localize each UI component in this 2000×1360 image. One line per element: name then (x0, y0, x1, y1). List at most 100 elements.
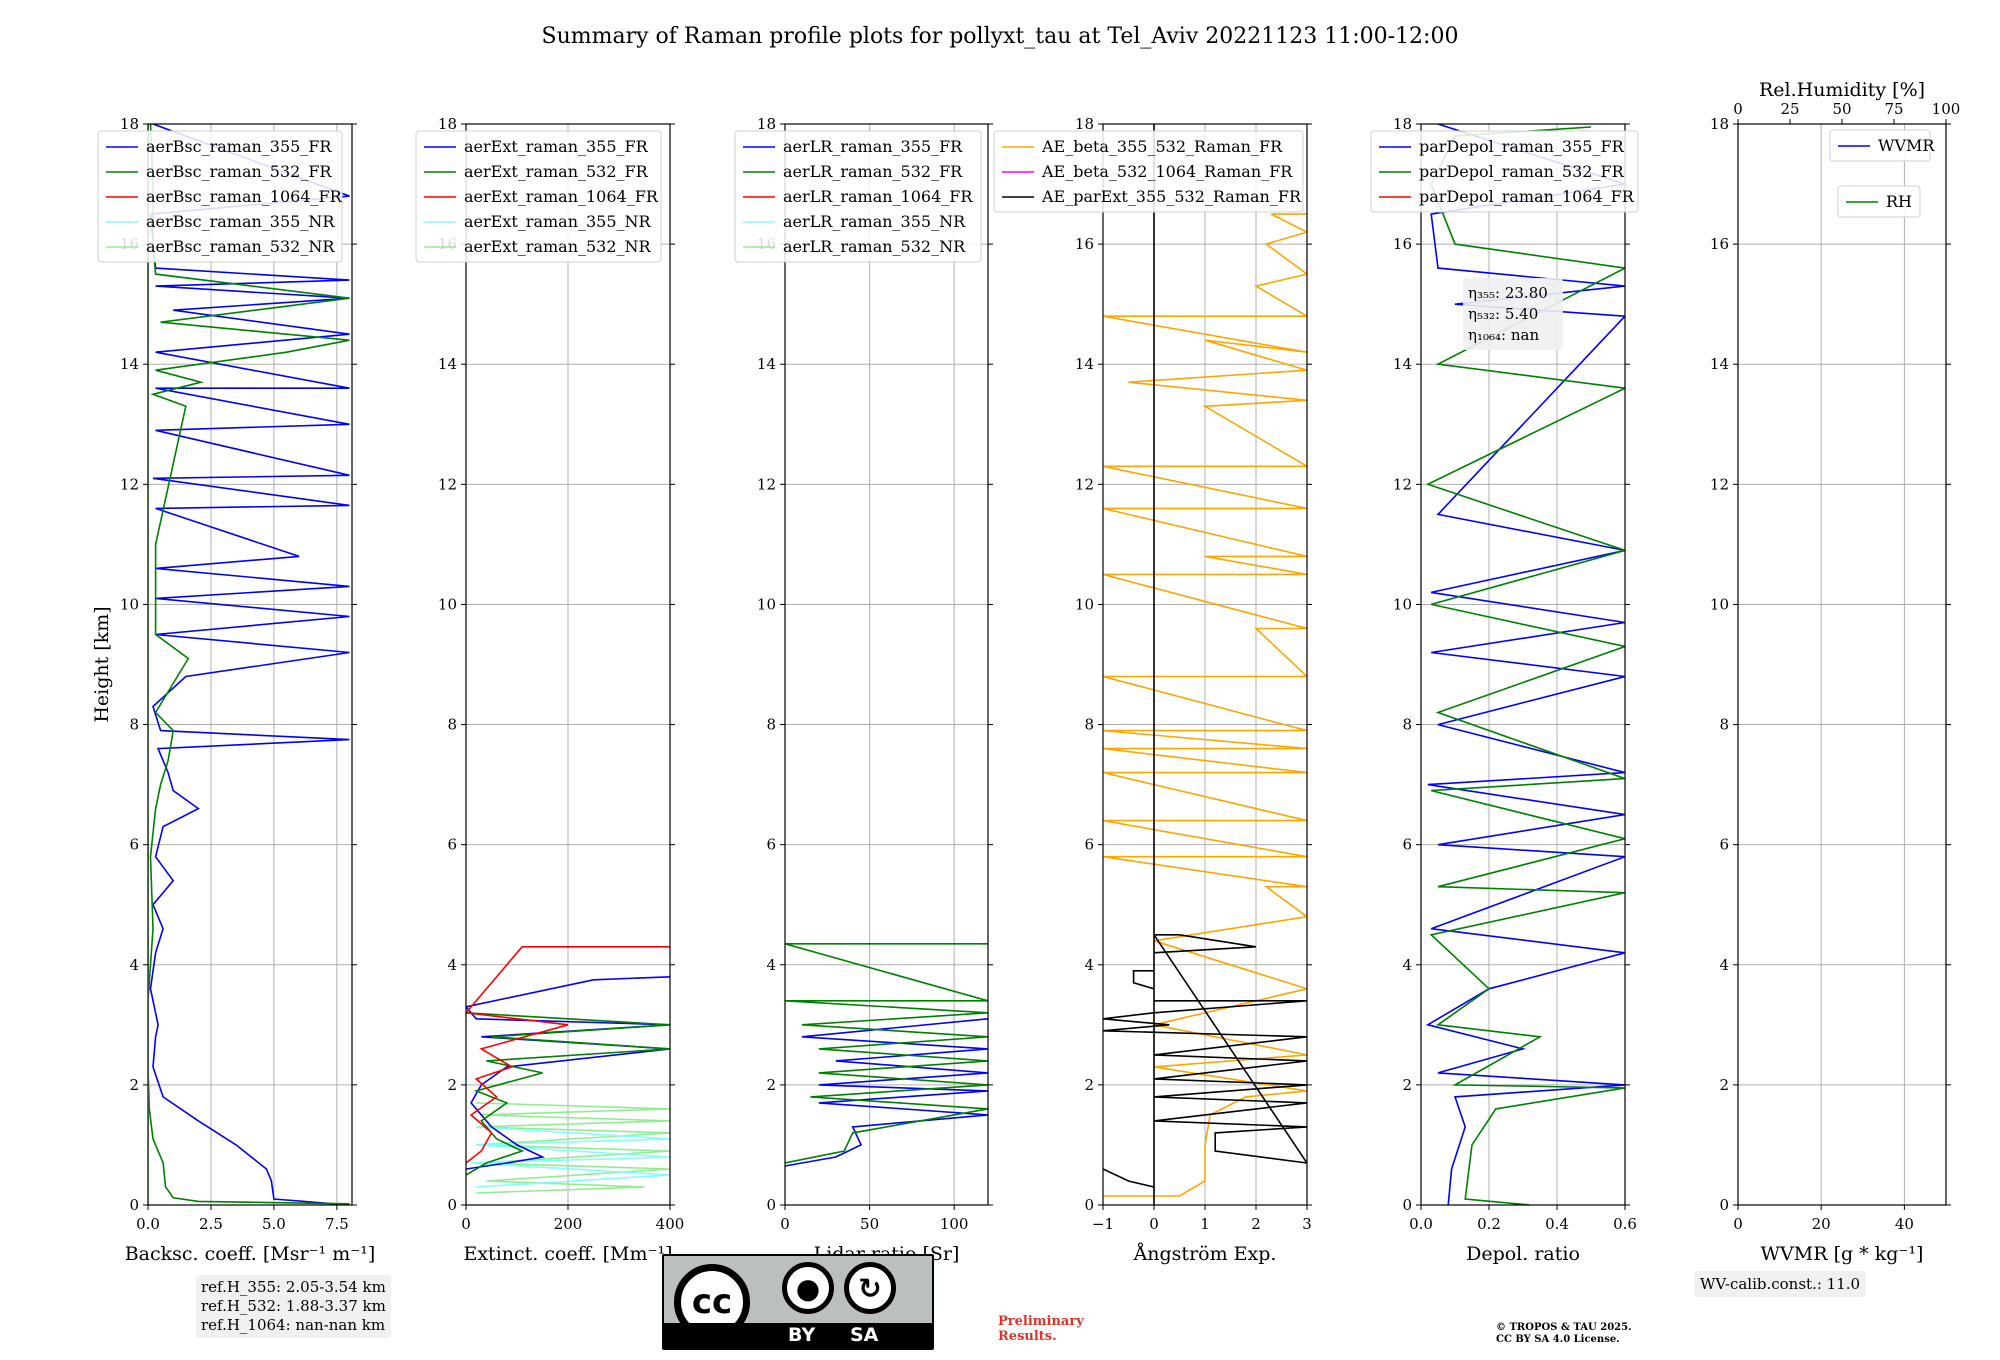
figure-title: Summary of Raman profile plots for polly… (542, 24, 1459, 49)
share-alike-icon: ↻ (844, 1262, 896, 1314)
x-tick-label: 40 (1895, 1215, 1914, 1233)
eta-box (1463, 278, 1563, 350)
y-tick-label: 10 (757, 595, 776, 613)
y-tick-label: 4 (129, 956, 139, 974)
y-tick-label: 18 (1393, 115, 1412, 133)
legend-entry: aerExt_raman_532_NR (464, 237, 652, 256)
copyright-line-2: CC BY SA 4.0 License. (1496, 1334, 1620, 1345)
preliminary-line-1: Preliminary (998, 1314, 1084, 1329)
y-tick-label: 2 (129, 1076, 139, 1094)
copyright-note: © TROPOS & TAU 2025. CC BY SA 4.0 Licens… (1496, 1322, 1632, 1346)
legend-entry: parDepol_raman_355_FR (1419, 137, 1625, 156)
x-tick-label: 2.5 (199, 1215, 223, 1233)
y-tick-label: 6 (129, 836, 139, 854)
y-tick-label: 8 (1084, 716, 1094, 734)
y-tick-label: 0 (447, 1196, 457, 1214)
axes-frame (1420, 123, 1626, 1206)
y-tick-label: 8 (766, 716, 776, 734)
panel-lidar_ratio: 024681012141618050100Lidar ratio [Sr]aer… (734, 115, 993, 1265)
y-tick-label: 18 (1075, 115, 1094, 133)
x-axis-label: Extinct. coeff. [Mm⁻¹] (463, 1243, 672, 1265)
y-tick-label: 4 (447, 956, 457, 974)
legend-extinction: aerExt_raman_355_FR aerExt_raman_532_FRae… (415, 130, 662, 263)
legend-entry: WVMR (1878, 136, 1935, 155)
y-tick-label: 6 (766, 836, 776, 854)
eta-annotations: η₃₅₅: 23.80 η₅₃₂: 5.40 η₁₀₆₄: nan (1463, 278, 1563, 350)
y-tick-label: 18 (757, 115, 776, 133)
y-tick-label: 12 (1075, 475, 1094, 493)
x-tick-label: 0.2 (1477, 1215, 1501, 1233)
y-tick-label: 14 (120, 355, 139, 373)
x-tick-label: 20 (1812, 1215, 1831, 1233)
legend-entry: aerLR_raman_1064_FR (783, 187, 973, 206)
x-tick-label: 50 (860, 1215, 879, 1233)
legend-entry: aerBsc_raman_532_NR (146, 237, 335, 256)
ref-height-1064: ref.H_1064: nan-nan km (201, 1316, 386, 1334)
y-tick-label: 2 (1402, 1076, 1412, 1094)
y-tick-label: 2 (1084, 1076, 1094, 1094)
legend-backscatter: aerBsc_raman_355_FR aerBsc_raman_532_FRae… (97, 130, 343, 263)
license-label-bar (664, 1323, 932, 1348)
y-tick-label: 0 (766, 1196, 776, 1214)
y-tick-label: 10 (1075, 595, 1094, 613)
series-AE_beta_355_532_Raman_FR (1103, 213, 1307, 1197)
x-tick-label: 5.0 (262, 1215, 286, 1233)
y-tick-label: 18 (120, 115, 139, 133)
sa-label: SA (850, 1324, 879, 1346)
x-tick-label: 0 (780, 1215, 790, 1233)
series-aerBsc_raman_532_FR (148, 124, 350, 1205)
legend-frame (734, 130, 982, 263)
axes-frame (784, 123, 989, 1206)
x-tick-label: 0 (1149, 1215, 1159, 1233)
y-tick-label: 14 (757, 355, 776, 373)
top-x-tick-label: 50 (1832, 100, 1851, 118)
series-aerExt_raman_532_FR (466, 1012, 670, 1176)
legend-frame (993, 130, 1304, 213)
legend-wvmr: WVMR (1829, 129, 1935, 162)
y-tick-label: 12 (438, 475, 457, 493)
y-tick-label: 2 (447, 1076, 457, 1094)
y-tick-label: 0 (129, 1196, 139, 1214)
top-x-tick-label: 0 (1733, 100, 1743, 118)
legend-frame (1837, 185, 1921, 218)
y-tick-label: 16 (1075, 235, 1094, 253)
series-group (148, 124, 350, 1205)
top-x-axis-label: Rel.Humidity [%] (1759, 79, 1925, 101)
y-tick-label: 0 (1719, 1196, 1729, 1214)
y-tick-label: 12 (1393, 475, 1412, 493)
series-aerLR_raman_532_FR (785, 943, 988, 1164)
legend-depolarization: parDepol_raman_355_FR parDepol_raman_532_… (1370, 130, 1639, 213)
y-tick-label: 16 (1393, 235, 1412, 253)
axes-frame (147, 123, 353, 1206)
legend-frame (97, 130, 343, 263)
y-tick-label: 12 (120, 475, 139, 493)
y-tick-label: 4 (1719, 956, 1729, 974)
legend-angstrom: AE_beta_355_532_Raman_FR AE_beta_532_1064… (993, 130, 1304, 213)
x-tick-label: 0.0 (1409, 1215, 1433, 1233)
legend-entry: aerExt_raman_355_FR (464, 137, 649, 156)
reference-heights-box: ref.H_355: 2.05-3.54 km ref.H_532: 1.88-… (196, 1275, 391, 1338)
y-tick-label: 8 (447, 716, 457, 734)
y-tick-label: 18 (1710, 115, 1729, 133)
legend-entry: aerBsc_raman_1064_FR (146, 187, 343, 206)
ref-height-532: ref.H_532: 1.88-3.37 km (201, 1297, 386, 1315)
series-aerExt_raman_532_NR (476, 1102, 670, 1194)
x-tick-label: 3 (1302, 1215, 1312, 1233)
x-tick-label: 0.6 (1613, 1215, 1637, 1233)
top-x-tick-label: 25 (1780, 100, 1799, 118)
x-tick-label: 2 (1251, 1215, 1261, 1233)
series-group (1103, 124, 1307, 1205)
y-tick-label: 6 (447, 836, 457, 854)
cc-license-badge[interactable]: cc ● ↻ BY SA (662, 1254, 934, 1350)
y-tick-label: 4 (766, 956, 776, 974)
copyright-line-1: © TROPOS & TAU 2025. (1496, 1322, 1632, 1333)
y-tick-label: 8 (1719, 716, 1729, 734)
y-tick-label: 0 (1084, 1196, 1094, 1214)
legend-entry: parDepol_raman_532_FR (1419, 162, 1625, 181)
legend-rh: RH (1837, 185, 1921, 218)
legend-frame (415, 130, 662, 263)
y-tick-label: 12 (1710, 475, 1729, 493)
y-axis-label: Height [km] (91, 606, 113, 722)
